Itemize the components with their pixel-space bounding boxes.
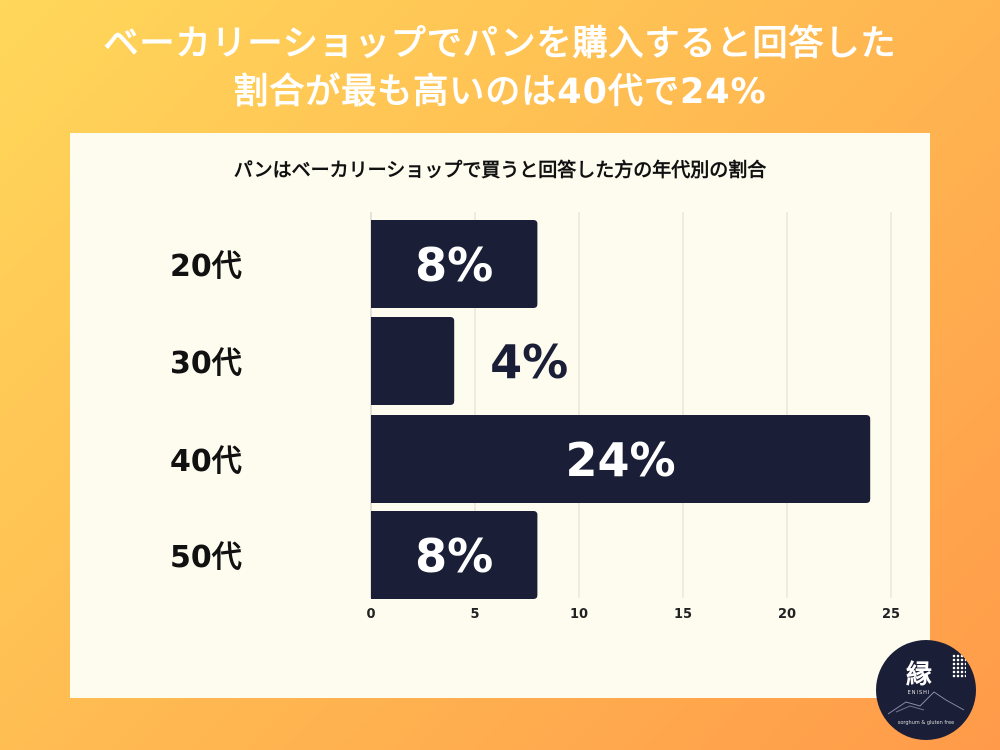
brand-logo: 縁 ENISHI sorghum & gluten free (876, 640, 976, 740)
headline-line-2: 割合が最も高いのは40代で24% (233, 72, 767, 112)
chart-title: パンはベーカリーショップで買うと回答した方の年代別の割合 (233, 159, 767, 181)
value-label-0: 8% (415, 238, 493, 292)
x-tick-label-1: 5 (470, 607, 479, 622)
bar-1 (371, 317, 455, 405)
bar-2 (371, 415, 871, 503)
value-label-2: 24% (566, 433, 676, 487)
logo-subtitle: ENISHI (907, 690, 931, 696)
logo-mark: 縁 (905, 660, 932, 690)
bar-chart: 0 5 10 15 20 25 20代 8% 30代 4% 40代 24% 50代 8% (170, 212, 900, 622)
value-label-1: 4% (490, 335, 568, 389)
chart-panel: パンはベーカリーショップで買うと回答した方の年代別の割合 0 5 10 15 20 25 2… (70, 133, 930, 698)
category-label-3: 50代 (170, 540, 242, 575)
bar-0 (371, 220, 538, 308)
grain-icon (952, 654, 966, 678)
category-label-0: 20代 (170, 249, 242, 284)
x-tick-label-0: 0 (366, 607, 375, 622)
x-tick-label-3: 15 (674, 607, 692, 622)
mountain-icon (887, 691, 965, 715)
bar-3 (371, 511, 538, 599)
x-tick-label-4: 20 (778, 607, 796, 622)
x-tick-label-5: 25 (882, 607, 900, 622)
headline-line-1: ベーカリーショップでパンを購入すると回答した (103, 24, 897, 64)
category-label-1: 30代 (170, 346, 242, 381)
category-label-2: 40代 (170, 444, 242, 479)
logo-footer: sorghum & gluten free (897, 720, 955, 726)
value-label-3: 8% (415, 529, 493, 583)
x-tick-label-2: 10 (570, 607, 588, 622)
